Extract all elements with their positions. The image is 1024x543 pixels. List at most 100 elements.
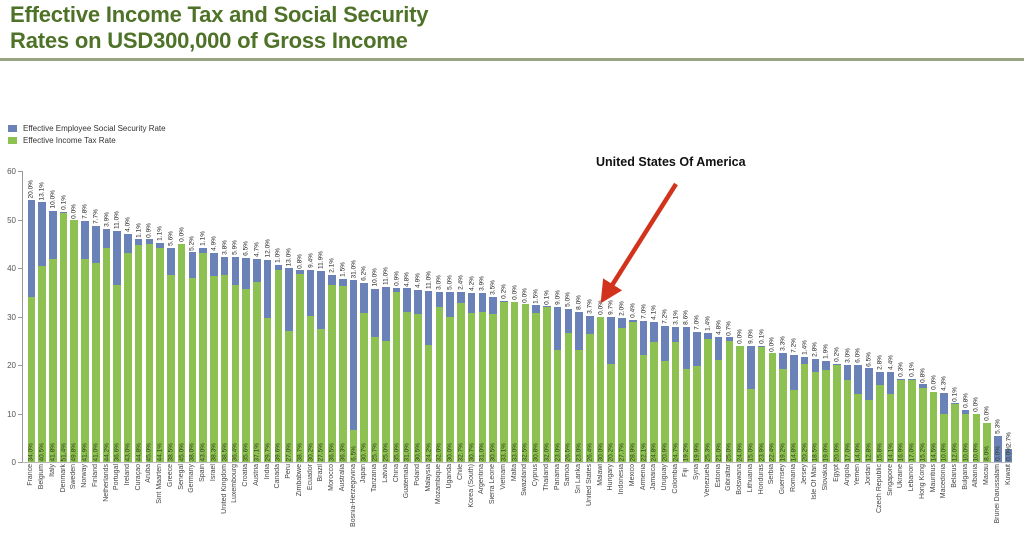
income-tax-bar-segment — [263, 317, 272, 462]
bar-column: 25.0% 0.7% — [724, 171, 735, 462]
bar-column: 19.0% 1.9% — [821, 171, 832, 462]
income-tax-bar-segment — [972, 413, 981, 462]
income-tax-value-label: 36.5% — [328, 442, 336, 461]
social-security-value-label: 4.7% — [253, 242, 261, 258]
income-tax-value-label: 0.0% — [994, 446, 1002, 461]
country-label: Luxembourg — [230, 464, 241, 543]
bar-column: 24.8% 4.1% — [649, 171, 660, 462]
country-label: Spain — [198, 464, 209, 543]
y-tick — [18, 268, 22, 269]
social-security-bar-segment — [134, 239, 143, 245]
income-tax-bar-segment — [242, 289, 250, 462]
social-security-value-label: 5.2% — [188, 235, 196, 251]
income-tax-bar-segment — [48, 259, 57, 462]
income-tax-bar-segment — [951, 403, 959, 462]
y-tick — [18, 171, 22, 172]
country-label: Malta — [509, 464, 520, 543]
income-tax-value-label: 43.0% — [124, 442, 132, 461]
income-tax-value-label: 10.0% — [940, 442, 948, 461]
bar-column: 41.0% 7.7% — [90, 171, 101, 462]
bar-column: 23.9% 0.1% — [756, 171, 767, 462]
income-tax-bar-segment — [532, 312, 540, 462]
bar-column: 10.0% 0.8% — [960, 171, 971, 462]
income-tax-value-label: 44.8% — [135, 442, 143, 461]
bar-column: 41.9% 7.8% — [80, 171, 91, 462]
income-tax-bar-segment — [725, 340, 734, 462]
country-label: Italy — [47, 464, 58, 543]
country-label-text: Yemen — [854, 464, 862, 486]
bar-column: 25.0% 11.0% — [380, 171, 391, 462]
social-security-value-label: 0.0% — [597, 299, 605, 315]
social-security-bar-segment — [403, 288, 411, 312]
country-label: Indonesia — [617, 464, 628, 543]
social-security-value-label: 5.0% — [564, 292, 572, 308]
bar-column: 23.0% 9.0% — [552, 171, 563, 462]
social-security-bar-segment — [210, 252, 218, 277]
income-tax-bar-segment — [929, 391, 938, 462]
country-label: Slovakia — [821, 464, 832, 543]
country-label: Australia — [337, 464, 348, 543]
bar-column: 30.5% 4.9% — [413, 171, 424, 462]
social-security-bar-segment — [618, 317, 626, 328]
country-label-text: Botswana — [736, 464, 744, 495]
country-label-text: Denmark — [59, 464, 67, 493]
bar-column: 28.9% 0.4% — [627, 171, 638, 462]
social-security-bar-segment — [242, 257, 250, 290]
y-tick — [18, 462, 22, 463]
country-label: Latvia — [380, 464, 391, 543]
income-tax-value-label: 25.0% — [382, 442, 390, 461]
income-tax-bar-segment — [704, 339, 712, 462]
income-tax-bar-segment — [38, 265, 46, 462]
y-tick-label: 10 — [7, 409, 16, 419]
income-tax-bar-segment — [736, 345, 744, 462]
social-security-bar-segment — [220, 256, 229, 276]
income-tax-bar-segment — [596, 316, 605, 462]
social-security-bar-segment — [628, 319, 637, 322]
social-security-bar-segment — [263, 259, 272, 318]
social-security-value-label: 1.0% — [274, 248, 282, 264]
country-label-text: Brazil — [317, 464, 325, 482]
income-tax-value-label: 25.7% — [371, 442, 379, 461]
income-tax-bar-segment — [231, 285, 240, 462]
country-label-text: Venezuela — [703, 464, 711, 497]
country-label-text: Guatemala — [403, 464, 411, 499]
country-label: Isle Of Man — [810, 464, 821, 543]
country-label-text: Malaysia — [424, 464, 432, 492]
income-tax-value-label: 20.2% — [607, 442, 615, 461]
bar-column: 29.7% 12.0% — [262, 171, 273, 462]
social-security-value-label: 1.1% — [156, 225, 164, 241]
social-security-value-label: 6.5% — [242, 241, 250, 256]
country-label-text: Germany — [188, 464, 196, 493]
social-security-value-label: 9.0% — [747, 328, 755, 344]
bar-column: 23.0% 8.0% — [574, 171, 585, 462]
income-tax-value-label: 30.5% — [414, 442, 422, 461]
income-tax-bar-segment — [489, 314, 497, 462]
social-security-value-label: 7.0% — [640, 304, 648, 319]
bar-column: 40.5% 13.1% — [37, 171, 48, 462]
country-label-text: Macedonia — [940, 464, 948, 499]
income-tax-value-label: 27.7% — [618, 442, 626, 461]
income-tax-bar-segment — [671, 342, 680, 462]
country-label-text: Egypt — [832, 464, 840, 482]
country-label-text: Uganda — [446, 464, 454, 489]
income-tax-value-label: 24.7% — [672, 442, 680, 461]
bar-column: 38.5% 3.8% — [219, 171, 230, 462]
income-tax-bar-segment — [553, 350, 562, 462]
income-tax-bar-segment — [210, 276, 218, 462]
social-security-value-label: 7.2% — [790, 338, 798, 354]
social-security-bar-segment — [940, 392, 948, 414]
bar-column: 10.0% 0.0% — [971, 171, 982, 462]
income-tax-value-label: 22.4% — [768, 442, 776, 461]
social-security-bar-segment — [457, 291, 465, 304]
social-security-value-label: 3.1% — [672, 310, 680, 326]
country-label: Ireland — [123, 464, 134, 543]
income-tax-bar-segment — [908, 379, 916, 462]
income-tax-bar-segment — [886, 393, 895, 462]
social-security-bar-segment — [875, 371, 884, 386]
country-label: Malaysia — [423, 464, 434, 543]
bar-column: 36.3% 1.5% — [337, 171, 348, 462]
income-tax-bar-segment — [607, 364, 616, 462]
social-security-bar-segment — [790, 355, 798, 391]
country-label-text: Slovakia — [822, 464, 830, 491]
income-tax-value-label: 15.0% — [747, 442, 755, 461]
